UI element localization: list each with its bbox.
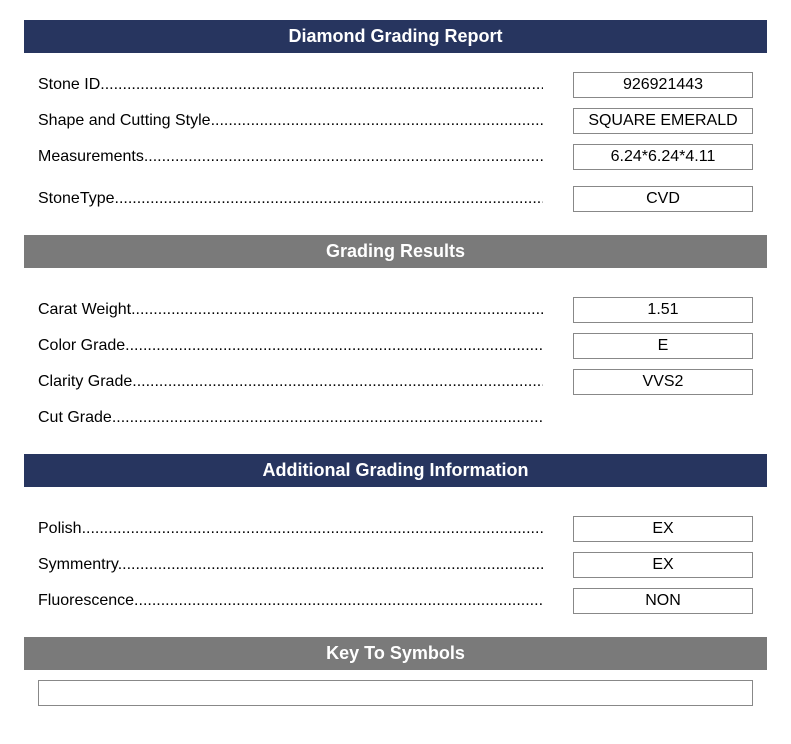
label-measurements: Measurements bbox=[38, 148, 543, 166]
symbols-box bbox=[38, 680, 753, 706]
value-polish: EX bbox=[573, 516, 753, 542]
row-color-grade: Color Grade E bbox=[38, 332, 753, 360]
label-color-grade: Color Grade bbox=[38, 337, 543, 355]
value-measurements: 6.24*6.24*4.11 bbox=[573, 144, 753, 170]
row-shape: Shape and Cutting Style SQUARE EMERALD bbox=[38, 107, 753, 135]
row-stonetype: StoneType CVD bbox=[38, 185, 753, 213]
value-carat-weight: 1.51 bbox=[573, 297, 753, 323]
label-carat-weight: Carat Weight bbox=[38, 301, 543, 319]
row-symmetry: Symmentry EX bbox=[38, 551, 753, 579]
row-clarity-grade: Clarity Grade VVS2 bbox=[38, 368, 753, 396]
value-stonetype: CVD bbox=[573, 186, 753, 212]
value-shape: SQUARE EMERALD bbox=[573, 108, 753, 134]
label-polish: Polish bbox=[38, 520, 543, 538]
main-header-title: Diamond Grading Report bbox=[288, 26, 502, 46]
row-cut-grade: Cut Grade bbox=[38, 404, 753, 432]
row-stone-id: Stone ID 926921443 bbox=[38, 71, 753, 99]
symbols-header-title: Key To Symbols bbox=[326, 643, 465, 663]
row-polish: Polish EX bbox=[38, 515, 753, 543]
symbols-header: Key To Symbols bbox=[24, 637, 767, 670]
label-cut-grade: Cut Grade bbox=[38, 409, 543, 427]
main-header: Diamond Grading Report bbox=[24, 20, 767, 53]
additional-header-title: Additional Grading Information bbox=[263, 460, 529, 480]
additional-header: Additional Grading Information bbox=[24, 454, 767, 487]
grading-header-title: Grading Results bbox=[326, 241, 465, 261]
grading-header: Grading Results bbox=[24, 235, 767, 268]
label-shape: Shape and Cutting Style bbox=[38, 112, 543, 130]
row-measurements: Measurements 6.24*6.24*4.11 bbox=[38, 143, 753, 171]
value-fluorescence: NON bbox=[573, 588, 753, 614]
label-stonetype: StoneType bbox=[38, 190, 543, 208]
value-clarity-grade: VVS2 bbox=[573, 369, 753, 395]
label-clarity-grade: Clarity Grade bbox=[38, 373, 543, 391]
label-symmetry: Symmentry bbox=[38, 556, 543, 574]
row-carat-weight: Carat Weight 1.51 bbox=[38, 296, 753, 324]
row-fluorescence: Fluorescence NON bbox=[38, 587, 753, 615]
value-stone-id: 926921443 bbox=[573, 72, 753, 98]
value-symmetry: EX bbox=[573, 552, 753, 578]
value-color-grade: E bbox=[573, 333, 753, 359]
label-stone-id: Stone ID bbox=[38, 76, 543, 94]
label-fluorescence: Fluorescence bbox=[38, 592, 543, 610]
